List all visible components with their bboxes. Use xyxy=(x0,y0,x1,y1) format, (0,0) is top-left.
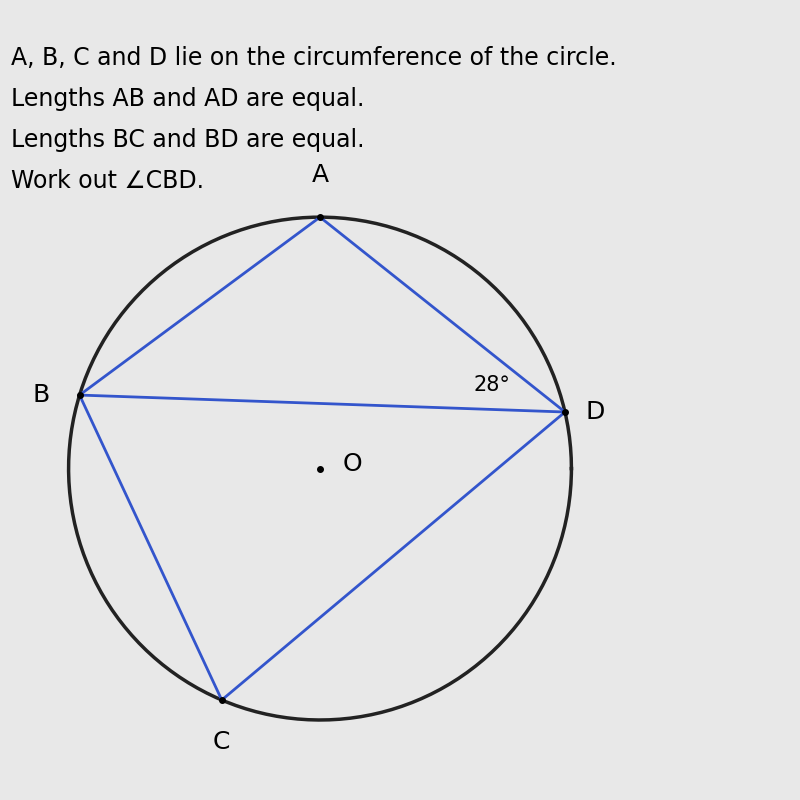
Text: O: O xyxy=(343,452,362,476)
Text: B: B xyxy=(33,383,50,407)
Text: C: C xyxy=(213,730,230,754)
Text: A, B, C and D lie on the circumference of the circle.: A, B, C and D lie on the circumference o… xyxy=(11,46,617,70)
Text: Lengths AB and AD are equal.: Lengths AB and AD are equal. xyxy=(11,87,365,111)
Text: Lengths BC and BD are equal.: Lengths BC and BD are equal. xyxy=(11,128,365,152)
Text: D: D xyxy=(586,400,605,424)
Text: Work out ∠CBD.: Work out ∠CBD. xyxy=(11,169,205,193)
Text: A: A xyxy=(311,163,329,187)
Text: 28°: 28° xyxy=(474,374,510,394)
